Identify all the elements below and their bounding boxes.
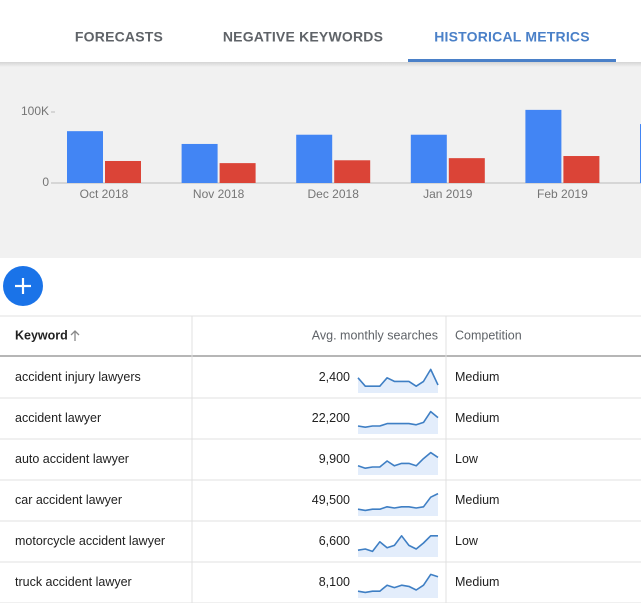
avg-searches: 6,600	[319, 534, 350, 548]
keyword: car accident lawyer	[15, 493, 122, 507]
bar	[296, 134, 333, 183]
x-tick-label: Nov 2018	[193, 187, 245, 201]
tab-bar	[0, 0, 641, 62]
competition: Medium	[455, 575, 499, 589]
x-tick-label: Oct 2018	[80, 187, 129, 201]
tab-indicator	[408, 59, 616, 62]
avg-searches: 9,900	[319, 452, 350, 466]
avg-searches: 2,400	[319, 370, 350, 384]
competition: Low	[455, 452, 479, 466]
tab-shadow	[0, 62, 641, 67]
avg-searches: 8,100	[319, 575, 350, 589]
keyword: accident injury lawyers	[15, 370, 141, 384]
bar	[448, 158, 485, 183]
table-row[interactable]: truck accident lawyer 8,100 Medium	[0, 573, 641, 603]
sparkline-area	[358, 411, 438, 434]
column-header[interactable]: Avg. monthly searches	[312, 328, 438, 342]
table-row[interactable]: auto accident lawyer 9,900 Low	[0, 451, 641, 481]
x-tick-label: Jan 2019	[423, 187, 473, 201]
y-tick-label: 100K	[21, 104, 49, 118]
keyword: auto accident lawyer	[15, 452, 129, 466]
bar	[105, 160, 141, 183]
tab-label[interactable]: NEGATIVE KEYWORDS	[223, 29, 383, 45]
sparkline-area	[358, 493, 438, 516]
sort-arrow[interactable]	[70, 330, 80, 341]
table-row[interactable]: motorcycle accident lawyer 6,600 Low	[0, 534, 641, 563]
keyword: motorcycle accident lawyer	[15, 534, 165, 548]
competition: Medium	[455, 370, 499, 384]
keyword: truck accident lawyer	[15, 575, 132, 589]
tabs: FORECASTS NEGATIVE KEYWORDS HISTORICAL MET…	[75, 29, 616, 62]
bar	[525, 109, 562, 183]
bar	[67, 131, 103, 183]
tab[interactable]: HISTORICAL METRICS	[408, 29, 616, 62]
bar	[219, 163, 256, 183]
bar	[410, 134, 447, 183]
bar	[181, 143, 218, 183]
competition: Medium	[455, 411, 499, 425]
add-button[interactable]	[3, 266, 43, 306]
avg-searches: 22,200	[312, 411, 350, 425]
tab-label[interactable]: HISTORICAL METRICS	[434, 29, 590, 45]
sparkline	[357, 534, 438, 553]
sparkline-area	[358, 369, 438, 393]
sparkline-area	[358, 574, 438, 598]
sparkline-area	[358, 535, 438, 557]
competition: Low	[455, 534, 479, 548]
sparkline	[357, 410, 439, 429]
sparkline	[357, 368, 439, 388]
table-row[interactable]: accident lawyer 22,200 Medium	[0, 410, 641, 440]
sparkline-area	[358, 452, 438, 475]
table: Keyword Avg. monthly searches Competition a…	[0, 315, 641, 603]
sort-arrow-head	[70, 330, 80, 336]
column-header[interactable]: Keyword	[15, 328, 68, 342]
table-row[interactable]: accident injury lawyers 2,400 Medium	[0, 368, 641, 399]
tab[interactable]: FORECASTS	[75, 29, 163, 45]
bar	[334, 160, 371, 183]
keyword: accident lawyer	[15, 411, 101, 425]
y-tick-label: 0	[42, 175, 49, 189]
tab[interactable]: NEGATIVE KEYWORDS	[223, 29, 383, 45]
sparkline	[357, 573, 439, 594]
sparkline	[357, 451, 439, 470]
bar	[563, 156, 600, 183]
competition: Medium	[455, 493, 499, 507]
table-row[interactable]: car accident lawyer 49,500 Medium	[0, 492, 641, 522]
column-header[interactable]: Competition	[455, 328, 522, 342]
chart: 0 100K Oct 2018 Nov 2018 Dec 2018 Jan 2019 Feb…	[21, 104, 641, 201]
tab-label[interactable]: FORECASTS	[75, 29, 163, 45]
x-tick-label: Dec 2018	[308, 187, 360, 201]
x-tick-label: Feb 2019	[537, 187, 588, 201]
sparkline	[357, 492, 439, 512]
avg-searches: 49,500	[312, 493, 350, 507]
